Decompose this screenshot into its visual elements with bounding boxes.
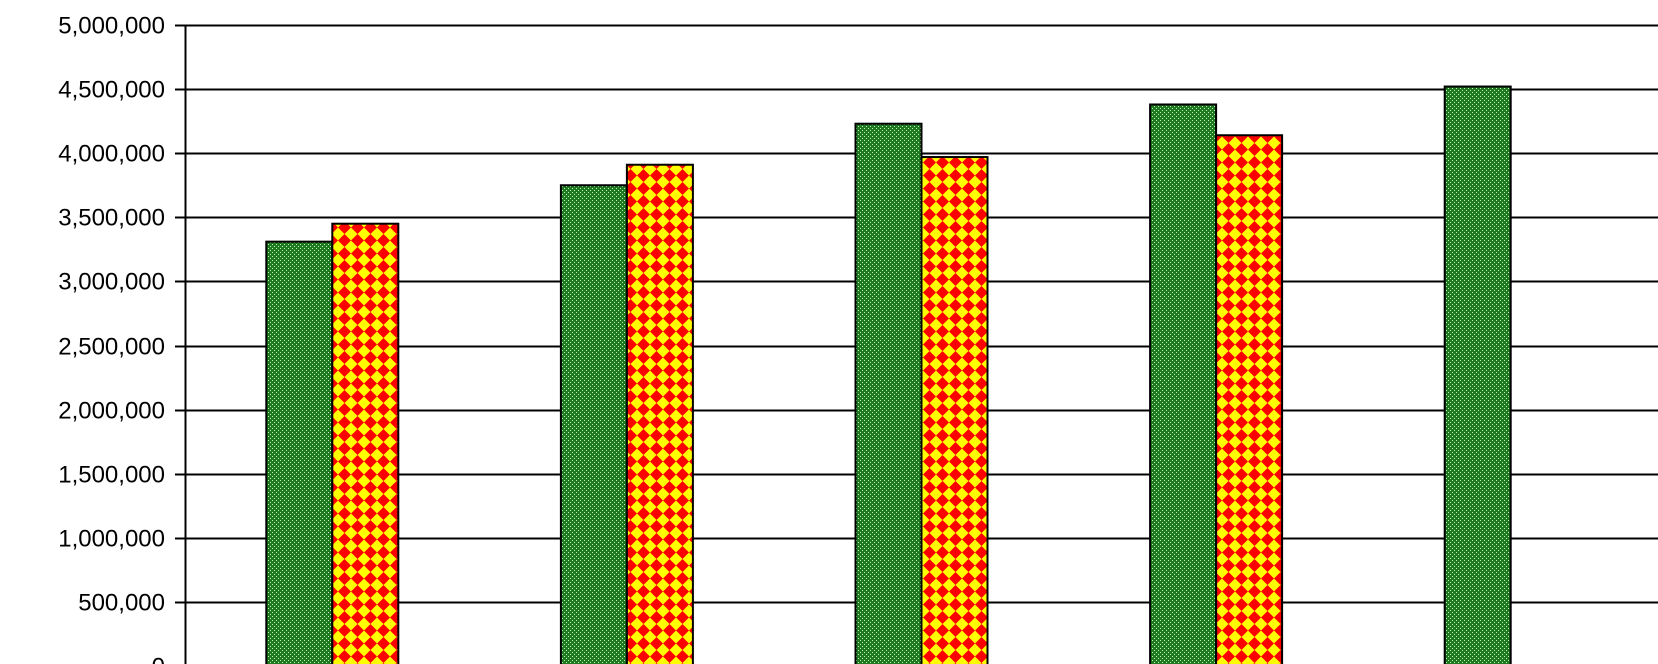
y-tick-label: 1,000,000 [58,526,165,553]
y-tick-label: 0 [152,654,165,664]
y-tick-label: 4,500,000 [58,77,165,104]
bar-series-1-category-3 [854,122,923,664]
y-tick-label: 500,000 [78,590,165,617]
bar-series-1-category-1 [265,240,334,664]
y-tick-label: 5,000,000 [58,13,165,40]
bar-series-2-category-2 [625,163,694,664]
bar-series-1-category-4 [1149,103,1218,664]
y-axis: 0 500,000 1,000,000 1,500,000 2,000,000 2,500… [58,13,187,664]
bar-series-2-category-4 [1215,134,1284,664]
bar-series-2-category-3 [920,156,989,664]
y-tick-label: 1,500,000 [58,462,165,489]
bars [265,85,1512,664]
bar-series-1-category-5 [1443,85,1512,664]
y-tick-label: 3,500,000 [58,205,165,232]
y-tick-label: 2,000,000 [58,398,165,425]
y-tick-label: 3,000,000 [58,269,165,296]
bar-series-1-category-2 [559,184,628,664]
y-tick-label: 4,000,000 [58,141,165,168]
y-tick-label: 2,500,000 [58,334,165,361]
bar-series-2-category-1 [331,222,400,664]
